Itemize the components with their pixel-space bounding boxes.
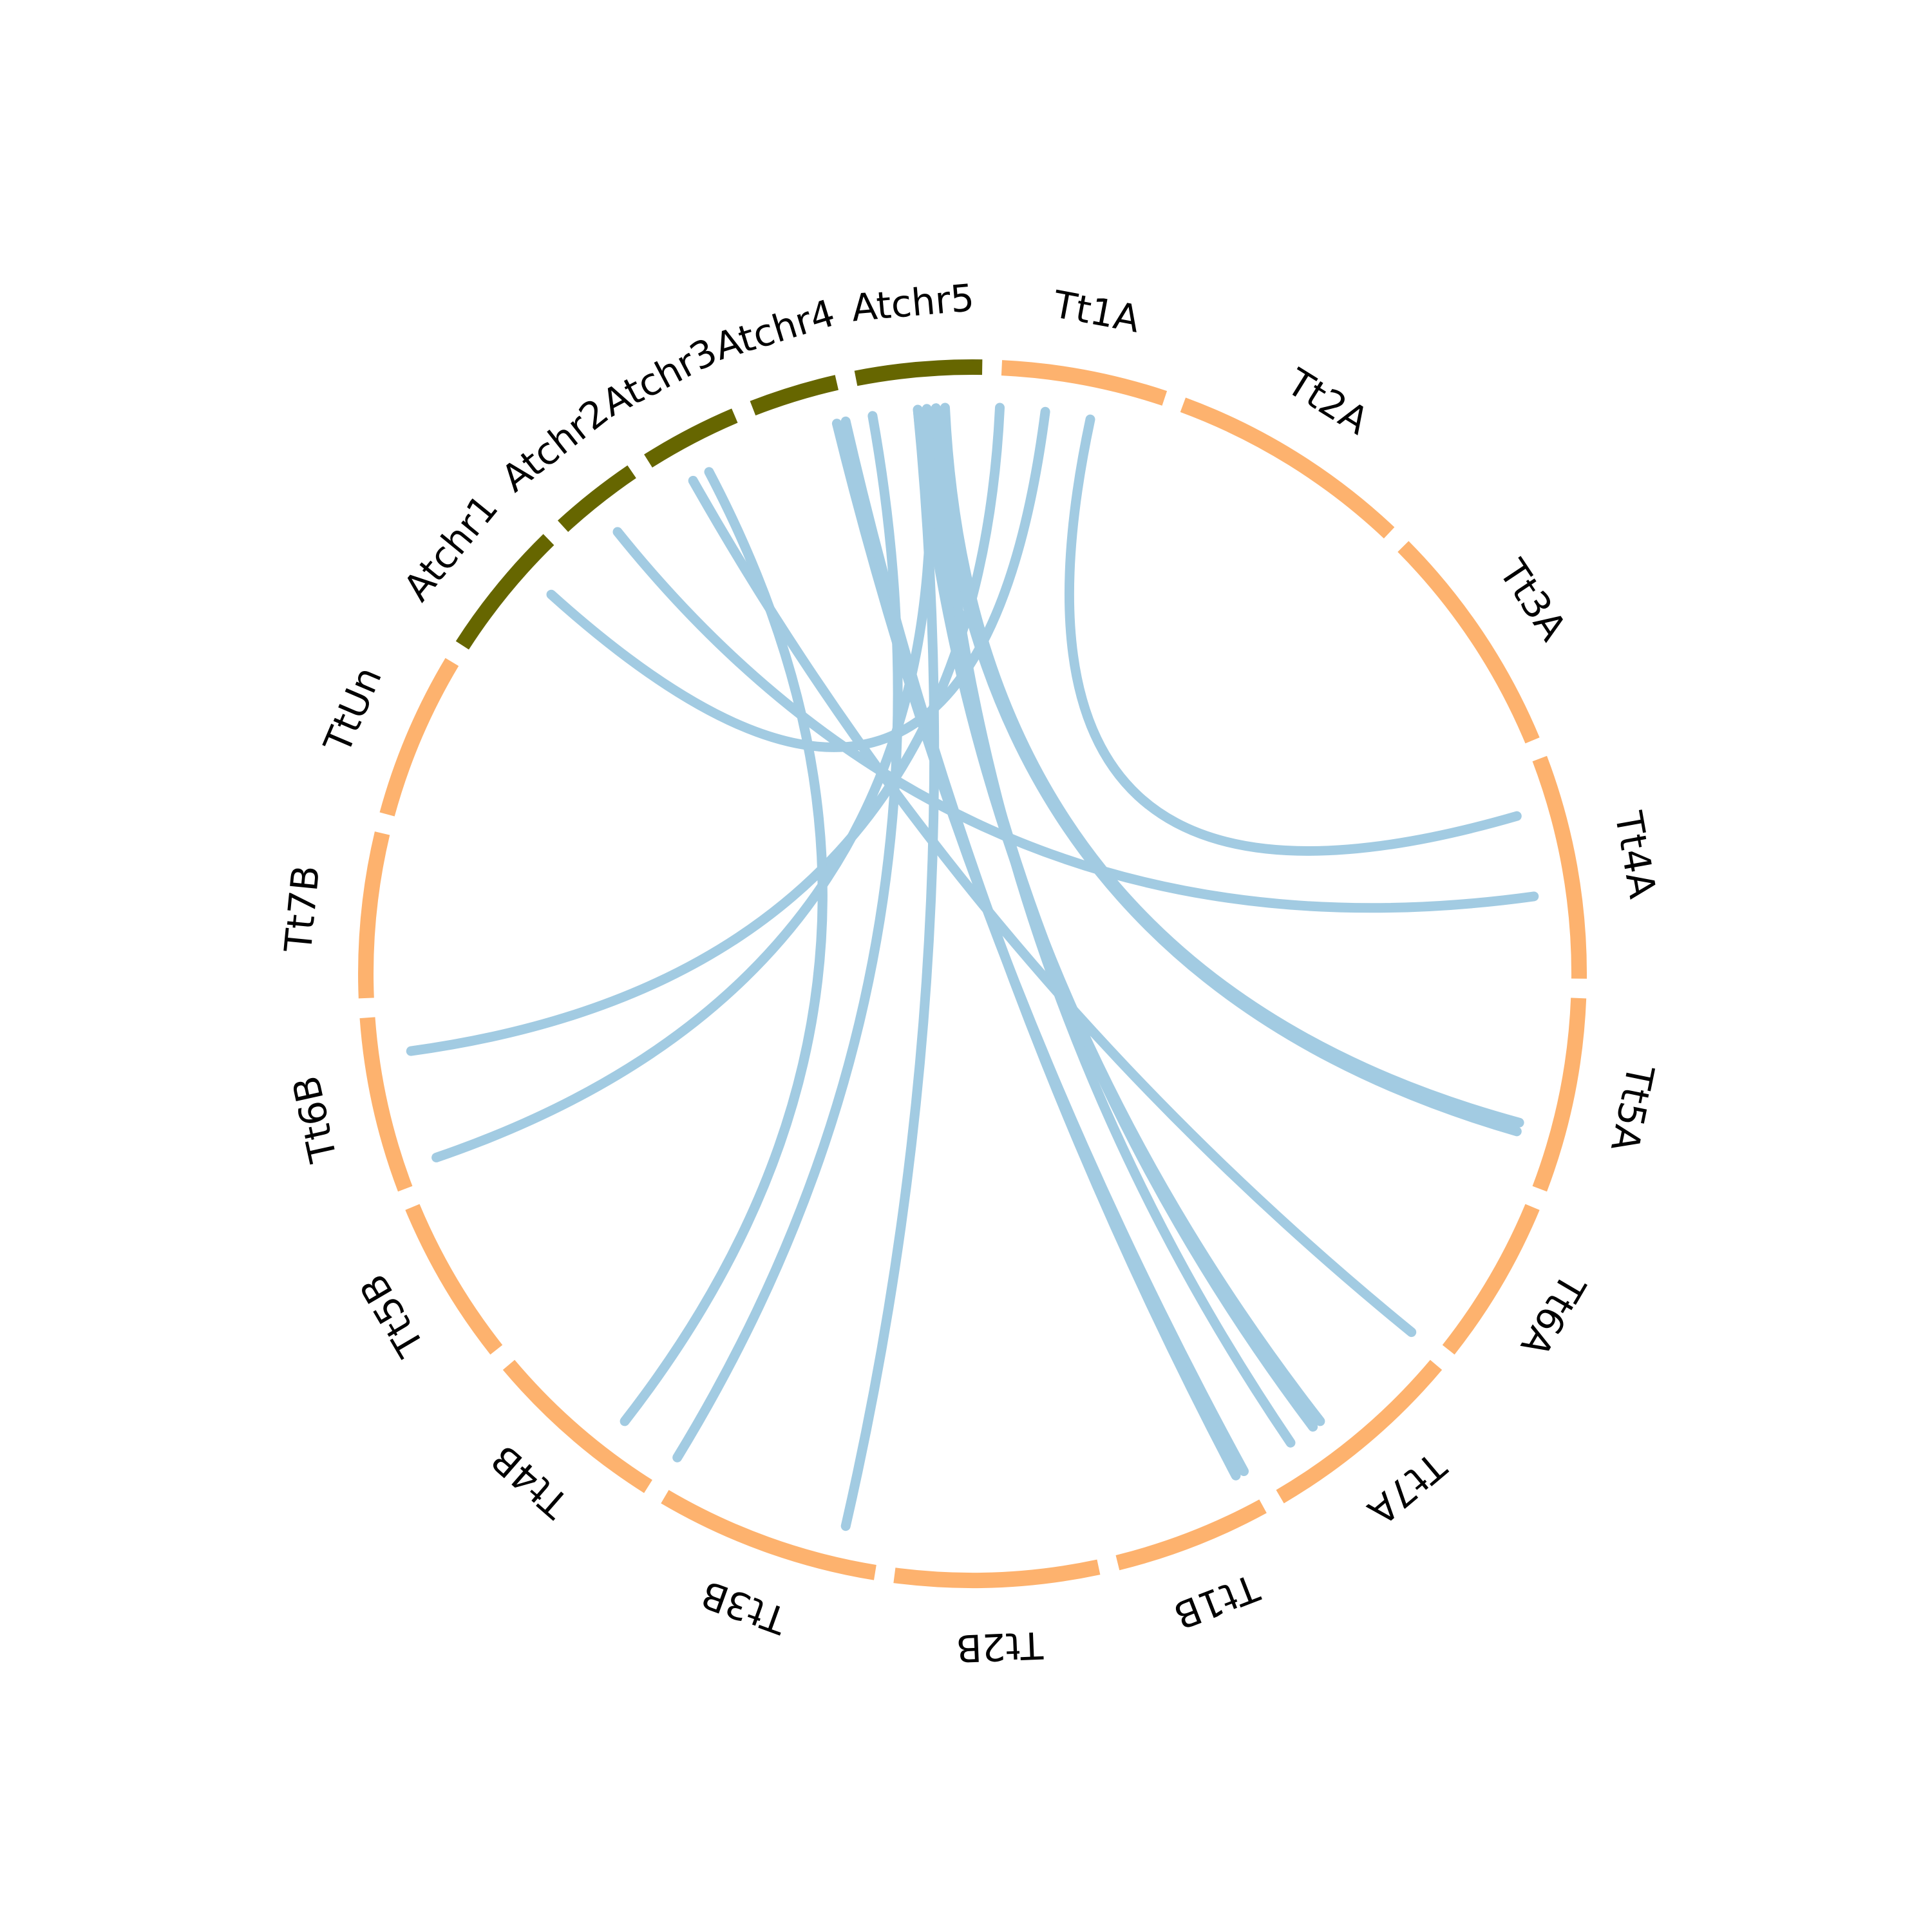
- links-layer: [406, 402, 1539, 1531]
- label-tt2a: Tt2A: [1279, 360, 1376, 444]
- segment-atchr3: [644, 408, 738, 468]
- label-tt1b: Tt1B: [1168, 1565, 1265, 1638]
- segment-tt2a: [1180, 397, 1395, 539]
- link-9: [840, 416, 1241, 1481]
- label-tt3b: Tt3B: [696, 1572, 793, 1643]
- link-3: [612, 527, 1539, 913]
- label-tt7b: Tt7B: [276, 864, 328, 955]
- segment-tt2b: [893, 1559, 1101, 1589]
- label-tt6a: Tt6A: [1512, 1266, 1595, 1364]
- label-tt1a: Tt1A: [1049, 282, 1143, 341]
- segment-atchr1: [455, 534, 554, 650]
- segment-tt4b: [502, 1359, 652, 1493]
- segment-atchr5: [854, 359, 983, 386]
- label-atchr4: Atchr4: [710, 291, 840, 369]
- segment-tt1a: [1001, 360, 1168, 406]
- segment-tt6b: [359, 1017, 413, 1192]
- label-tt3a: Tt3A: [1490, 551, 1575, 649]
- segment-atchr2: [557, 465, 636, 532]
- link-13: [431, 404, 936, 1162]
- segments-layer: [358, 359, 1587, 1589]
- segment-tt3b: [661, 1490, 876, 1580]
- label-tt4b: Tt4B: [483, 1436, 578, 1527]
- label-tt4a: Tt4A: [1606, 808, 1665, 902]
- label-atchr5: Atchr5: [849, 276, 976, 330]
- segment-tt4a: [1532, 755, 1587, 979]
- label-tt5a: Tt5A: [1602, 1061, 1663, 1155]
- label-atchr1: Atchr1: [395, 486, 506, 609]
- label-ttun: TtUn: [315, 661, 390, 760]
- segment-tt1b: [1115, 1499, 1267, 1571]
- link-0: [546, 406, 1050, 752]
- label-tt5b: Tt5B: [351, 1267, 433, 1365]
- label-tt6b: Tt6B: [284, 1072, 346, 1166]
- link-15: [931, 403, 1296, 1448]
- link-1: [1064, 414, 1522, 856]
- label-tt7a: Tt7A: [1359, 1443, 1455, 1533]
- segment-ttun: [379, 658, 459, 817]
- segment-tt7a: [1276, 1359, 1443, 1504]
- link-12: [620, 467, 828, 1426]
- segment-tt7b: [358, 831, 390, 999]
- label-atchr2: Atchr2: [493, 390, 617, 500]
- segment-tt5a: [1532, 998, 1587, 1192]
- label-tt2b: Tt2B: [955, 1623, 1045, 1670]
- link-14: [940, 402, 1524, 1128]
- segment-tt5b: [405, 1204, 503, 1355]
- segment-tt3a: [1397, 541, 1540, 744]
- link-11: [672, 411, 903, 1463]
- label-atchr3: Atchr3: [595, 330, 724, 426]
- segment-tt6a: [1442, 1204, 1540, 1355]
- segment-atchr4: [750, 375, 838, 416]
